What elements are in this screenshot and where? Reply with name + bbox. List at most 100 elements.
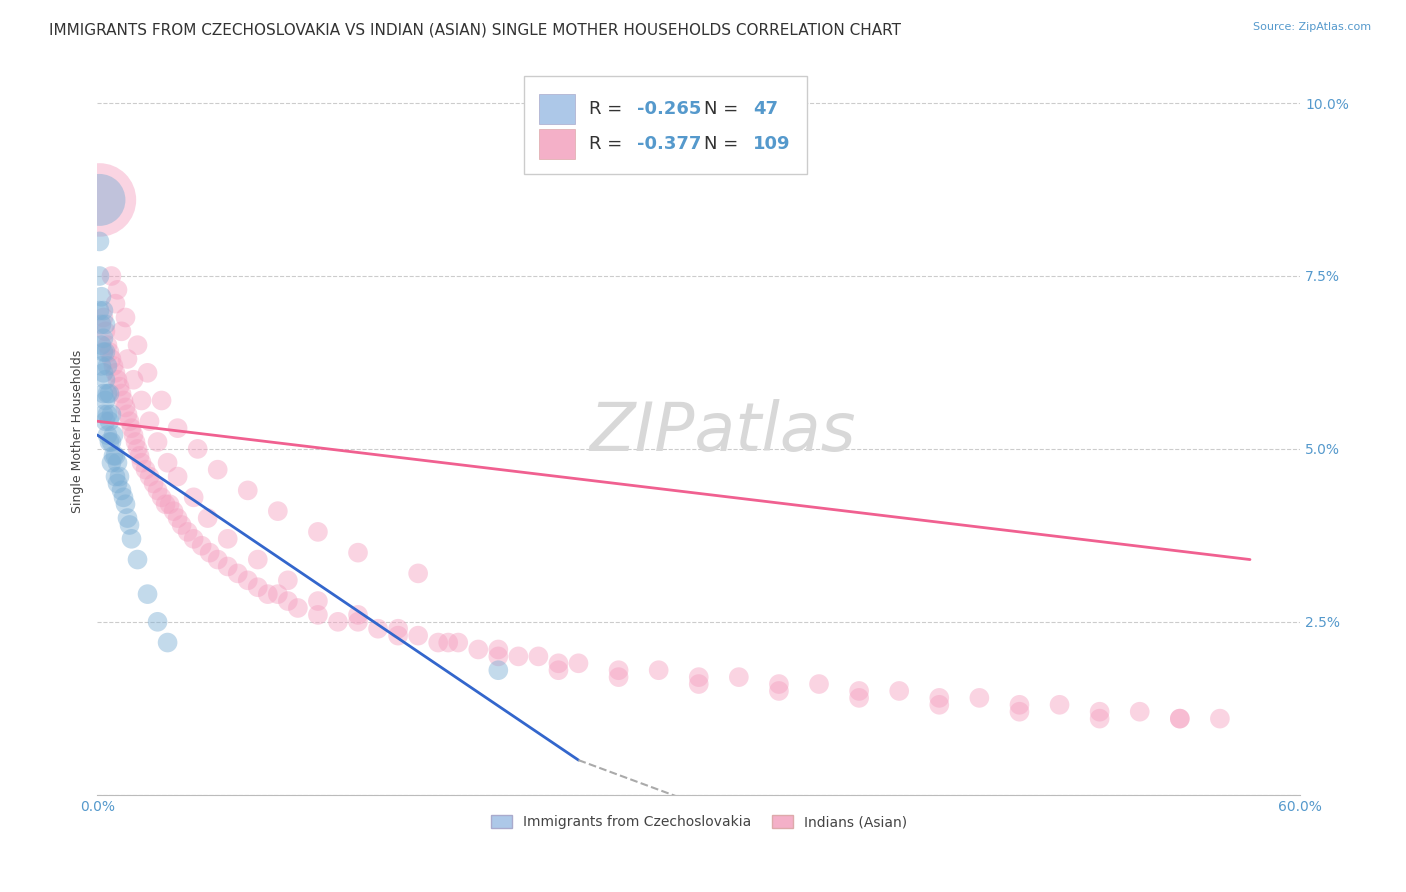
Point <box>406 566 429 581</box>
Point <box>136 587 159 601</box>
Point <box>93 407 115 421</box>
Point <box>647 663 669 677</box>
Point <box>117 351 139 366</box>
Point <box>94 345 117 359</box>
Point <box>93 303 115 318</box>
Point <box>114 310 136 325</box>
Point <box>159 497 181 511</box>
Point <box>447 635 470 649</box>
Point <box>107 456 129 470</box>
Point <box>768 677 790 691</box>
Point <box>467 642 489 657</box>
Text: IMMIGRANTS FROM CZECHOSLOVAKIA VS INDIAN (ASIAN) SINGLE MOTHER HOUSEHOLDS CORREL: IMMIGRANTS FROM CZECHOSLOVAKIA VS INDIAN… <box>49 22 901 37</box>
Text: -0.265: -0.265 <box>637 100 702 118</box>
Point <box>117 407 139 421</box>
Point <box>150 491 173 505</box>
Point <box>547 657 569 671</box>
Point <box>104 469 127 483</box>
Point <box>1168 712 1191 726</box>
Point <box>90 338 112 352</box>
Point <box>427 635 450 649</box>
Point <box>547 663 569 677</box>
Point <box>94 318 117 332</box>
Point <box>94 373 117 387</box>
Point <box>166 421 188 435</box>
Point <box>96 359 118 373</box>
Point <box>246 552 269 566</box>
Point <box>103 449 125 463</box>
Point <box>128 449 150 463</box>
Point <box>98 386 121 401</box>
Point <box>326 615 349 629</box>
Point <box>928 698 950 712</box>
Point <box>93 386 115 401</box>
Point <box>307 594 329 608</box>
Point <box>93 310 115 325</box>
Point <box>156 635 179 649</box>
Point <box>122 373 145 387</box>
FancyBboxPatch shape <box>538 94 575 125</box>
Point <box>108 379 131 393</box>
Point <box>198 546 221 560</box>
Point <box>107 476 129 491</box>
Point <box>486 663 509 677</box>
Point <box>112 491 135 505</box>
Point <box>166 511 188 525</box>
Point <box>96 407 118 421</box>
Point <box>100 351 122 366</box>
Point <box>256 587 278 601</box>
Point <box>267 587 290 601</box>
Point <box>287 601 309 615</box>
Point <box>112 393 135 408</box>
Point <box>121 532 143 546</box>
Point <box>347 607 370 622</box>
Point <box>100 456 122 470</box>
Point <box>89 268 111 283</box>
Text: N =: N = <box>703 100 744 118</box>
Point <box>162 504 184 518</box>
Point <box>124 434 146 449</box>
Point <box>100 434 122 449</box>
Point <box>107 373 129 387</box>
Point <box>236 483 259 498</box>
Point <box>187 442 209 456</box>
Point <box>176 524 198 539</box>
Text: -0.377: -0.377 <box>637 135 702 153</box>
Point <box>486 642 509 657</box>
Point <box>226 566 249 581</box>
Point <box>100 268 122 283</box>
Point <box>307 607 329 622</box>
Point <box>969 690 991 705</box>
Point <box>146 434 169 449</box>
Point <box>90 359 112 373</box>
Point <box>93 331 115 345</box>
Point <box>277 574 299 588</box>
Point <box>406 629 429 643</box>
Point <box>207 463 229 477</box>
Text: N =: N = <box>703 135 744 153</box>
Point <box>98 414 121 428</box>
Point <box>110 386 132 401</box>
Point <box>135 463 157 477</box>
Point <box>1088 712 1111 726</box>
Point <box>183 491 205 505</box>
Point <box>527 649 550 664</box>
Point <box>90 318 112 332</box>
Point <box>1129 705 1152 719</box>
Point <box>121 421 143 435</box>
Point <box>104 366 127 380</box>
Point <box>567 657 589 671</box>
Point <box>131 393 153 408</box>
Point <box>127 338 149 352</box>
Point <box>607 663 630 677</box>
Point <box>108 469 131 483</box>
Point <box>150 393 173 408</box>
Point <box>1209 712 1232 726</box>
Text: Source: ZipAtlas.com: Source: ZipAtlas.com <box>1253 22 1371 32</box>
Point <box>94 414 117 428</box>
Point <box>347 546 370 560</box>
Point <box>183 532 205 546</box>
Point <box>93 366 115 380</box>
Point <box>236 574 259 588</box>
Point <box>1049 698 1071 712</box>
